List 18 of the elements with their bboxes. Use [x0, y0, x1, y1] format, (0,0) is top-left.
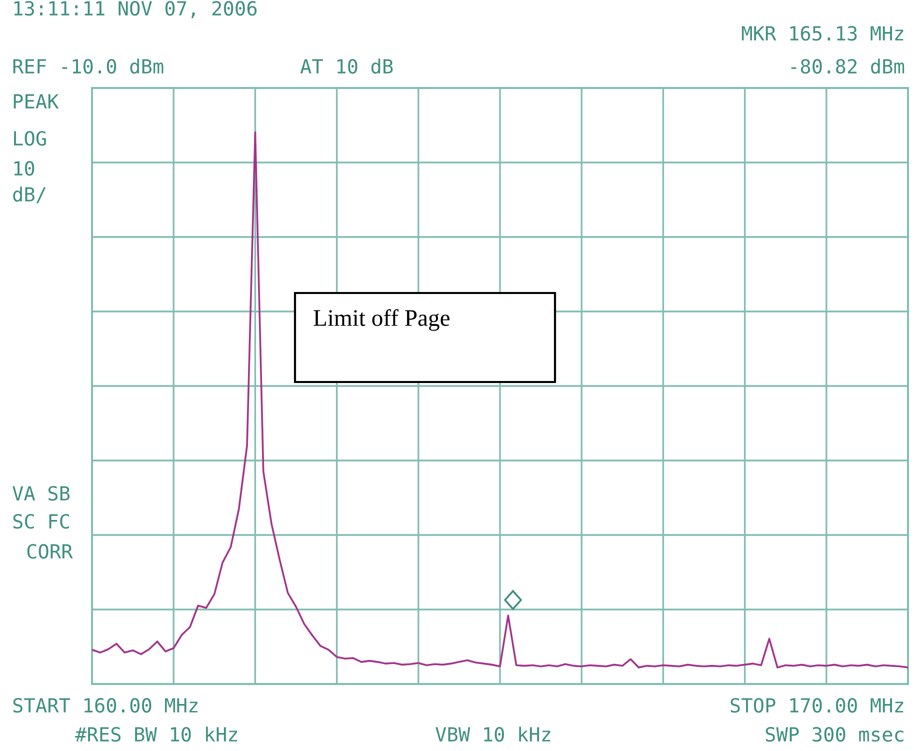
- text: 10: [14, 160, 34, 176]
- text: -80.82 dBm: [791, 58, 904, 74]
- text: 13:11:11 NOV 07, 2006: [14, 0, 257, 18]
- text: VA SB: [12, 486, 70, 501]
- text: CORR: [27, 544, 73, 559]
- text: LOG: [14, 130, 46, 146]
- text: PEAK: [14, 94, 59, 108]
- text: SC FC: [13, 514, 70, 529]
- text: SWP 300 msec: [766, 726, 904, 742]
- text: #RES BW 10 kHz: [75, 726, 238, 742]
- text: dB/: [13, 186, 46, 204]
- text: AT 10 dB: [300, 58, 393, 74]
- text: REF -10.0 dBm: [13, 58, 164, 74]
- text: STOP 170.00 MHz: [730, 698, 904, 713]
- text: VBW 10 kHz: [436, 726, 550, 742]
- text: START 160.00 MHz: [13, 698, 198, 713]
- text: MKR 165.13 MHz: [742, 26, 904, 41]
- annotation: Limit off Page: [314, 309, 450, 331]
